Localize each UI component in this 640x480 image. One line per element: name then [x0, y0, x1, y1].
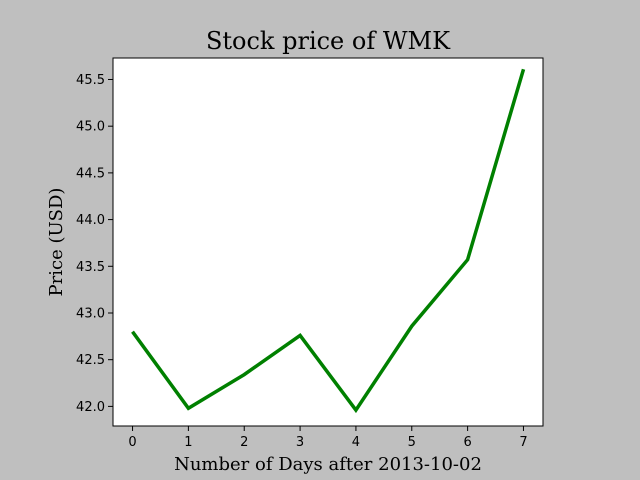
y-axis: 42.0 42.5 43.0 43.5 44.0 44.5 45.0 45.5 [76, 73, 113, 415]
x-tick-label: 3 [296, 435, 304, 450]
chart-title: Stock price of WMK [206, 27, 451, 55]
x-tick-label: 0 [128, 435, 136, 450]
x-tick-label: 6 [463, 435, 471, 450]
x-tick-label: 7 [519, 435, 527, 450]
x-axis: 0 1 2 3 4 5 6 7 [128, 426, 528, 450]
y-tick-label: 42.5 [76, 353, 105, 368]
y-tick-label: 45.5 [76, 73, 105, 88]
x-tick-label: 2 [240, 435, 248, 450]
x-axis-label: Number of Days after 2013-10-02 [174, 454, 482, 475]
y-tick-label: 43.0 [76, 306, 105, 321]
y-tick-label: 43.5 [76, 260, 105, 275]
y-axis-label: Price (USD) [46, 188, 67, 297]
x-tick-label: 1 [184, 435, 192, 450]
y-tick-label: 42.0 [76, 400, 105, 415]
x-tick-label: 5 [408, 435, 416, 450]
series-layer [131, 68, 526, 414]
x-tick-label: 4 [352, 435, 360, 450]
y-tick-label: 44.0 [76, 213, 105, 228]
series-line [131, 68, 526, 414]
y-tick-label: 44.5 [76, 166, 105, 181]
y-tick-label: 45.0 [76, 120, 105, 135]
